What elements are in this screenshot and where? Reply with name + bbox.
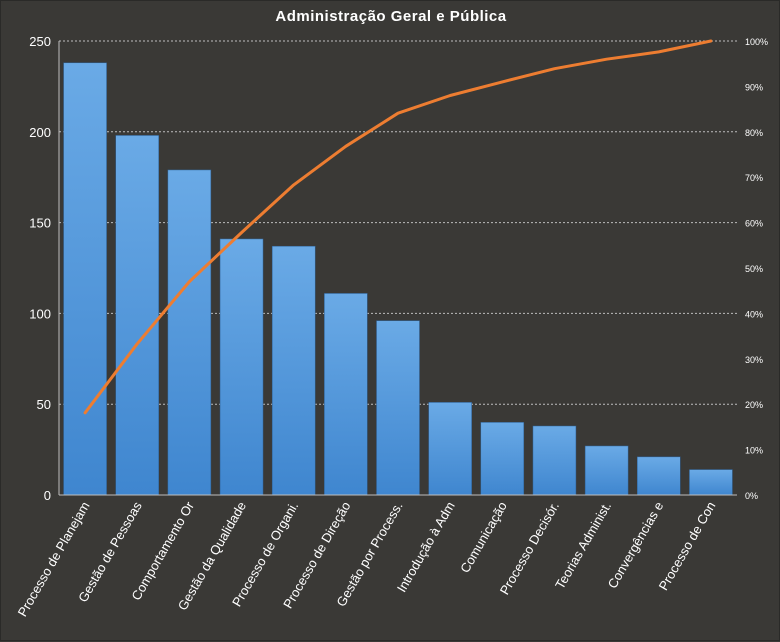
- y2-tick-label: 70%: [745, 173, 763, 183]
- y2-tick-label: 40%: [745, 309, 763, 319]
- bar: [63, 62, 107, 496]
- line-point: [83, 411, 87, 415]
- y-tick-label: 50: [37, 397, 51, 412]
- y-tick-label: 150: [29, 216, 51, 231]
- line-point: [553, 67, 556, 70]
- line-point: [136, 342, 139, 346]
- y-tick-label: 250: [29, 34, 51, 49]
- bar: [532, 425, 577, 496]
- y2-tick-label: 60%: [745, 219, 763, 229]
- line-point: [605, 57, 608, 61]
- line-point: [292, 183, 295, 187]
- line-point: [188, 280, 191, 283]
- y2-tick-label: 0%: [745, 491, 758, 501]
- line-point: [344, 145, 348, 148]
- bar: [480, 422, 525, 496]
- line-point: [240, 231, 243, 234]
- y2-tick-label: 100%: [745, 37, 768, 47]
- bar: [115, 135, 159, 496]
- x-tick-label: Comunicação: [457, 499, 510, 575]
- bar: [271, 245, 316, 496]
- y2-tick-label: 90%: [745, 82, 763, 92]
- x-tick-label: Teorias Administ.: [552, 499, 614, 592]
- line-point: [657, 50, 660, 54]
- line-point: [501, 80, 504, 84]
- y2-tick-label: 10%: [745, 446, 763, 456]
- line-point: [448, 94, 452, 97]
- y2-tick-label: 80%: [745, 128, 763, 138]
- y2-tick-label: 50%: [745, 264, 763, 274]
- bar: [584, 445, 629, 496]
- bar: [324, 293, 368, 496]
- line-point: [396, 111, 400, 115]
- bar: [219, 238, 264, 496]
- line-point: [709, 39, 713, 43]
- bar: [376, 320, 420, 496]
- bar: [167, 169, 212, 496]
- y2-tick-label: 20%: [745, 400, 763, 410]
- bar: [428, 402, 472, 496]
- chart-title: Administração Geral e Pública: [275, 8, 507, 25]
- y-tick-label: 0: [44, 488, 51, 503]
- x-tick-label: Introdução à Adm: [394, 499, 458, 595]
- x-tick-label: Processo de Con: [656, 499, 719, 593]
- bar: [689, 469, 733, 496]
- y2-tick-label: 30%: [745, 355, 763, 365]
- x-tick-label: Convergências e: [605, 499, 667, 591]
- y-tick-label: 100: [29, 306, 51, 321]
- y-tick-label: 200: [29, 125, 51, 140]
- bar: [637, 456, 681, 496]
